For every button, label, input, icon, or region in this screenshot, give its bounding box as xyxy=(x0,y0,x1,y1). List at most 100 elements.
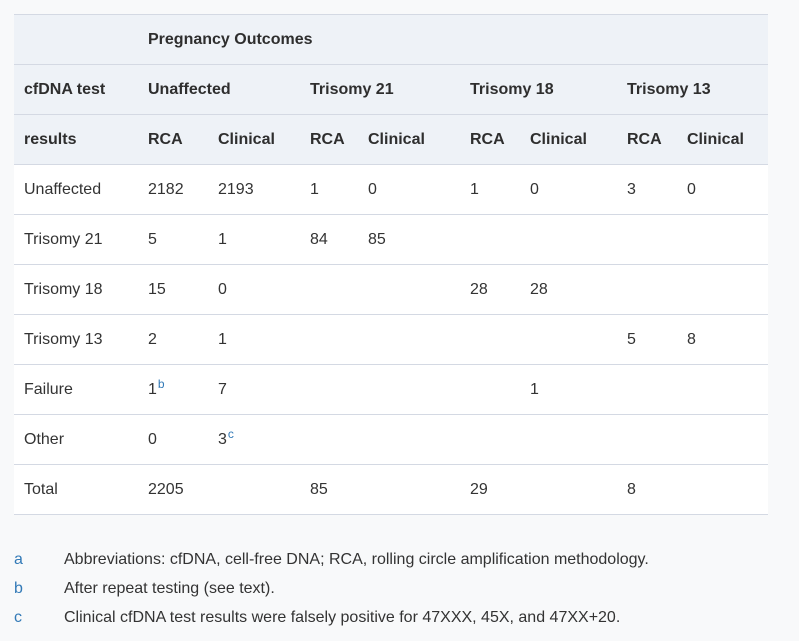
data-cell xyxy=(677,214,768,265)
data-cell: 29 xyxy=(460,464,520,515)
table-row: Failure 1b 7 1 xyxy=(14,364,768,415)
data-cell: 7 xyxy=(208,364,300,415)
data-cell: 8 xyxy=(617,464,677,515)
data-cell: 0 xyxy=(677,164,768,215)
data-cell: 1 xyxy=(208,214,300,265)
data-cell xyxy=(677,464,768,515)
data-cell: 85 xyxy=(358,214,460,265)
subheader-rca: RCA xyxy=(617,114,677,165)
subheader-row: results RCA Clinical RCA Clinical RCA Cl… xyxy=(14,114,768,165)
data-cell: 1 xyxy=(460,164,520,215)
row-label: Trisomy 21 xyxy=(14,214,138,265)
footnote-ref-c[interactable]: c xyxy=(227,426,234,441)
table-title-row: Pregnancy Outcomes xyxy=(14,14,768,65)
data-cell: 1b xyxy=(138,364,208,415)
data-cell: 0 xyxy=(138,414,208,465)
data-cell xyxy=(208,464,300,515)
row-label: Other xyxy=(14,414,138,465)
row-label: Failure xyxy=(14,364,138,415)
data-cell: 0 xyxy=(358,164,460,215)
footnote-text: Clinical cfDNA test results were falsely… xyxy=(64,609,621,626)
row-header-line1: cfDNA test xyxy=(14,64,138,115)
table-row: Trisomy 18 15 0 28 28 xyxy=(14,264,768,315)
data-cell xyxy=(460,314,520,365)
footnote-marker-c[interactable]: c xyxy=(14,609,22,626)
data-cell: 2182 xyxy=(138,164,208,215)
group-header-trisomy-13: Trisomy 13 xyxy=(617,64,768,115)
row-label: Total xyxy=(14,464,138,515)
data-cell xyxy=(617,214,677,265)
table-body: Unaffected 2182 2193 1 0 1 0 3 0 Trisomy 21 5 1 84 85… xyxy=(14,164,768,515)
row-label: Trisomy 13 xyxy=(14,314,138,365)
data-cell xyxy=(300,414,358,465)
data-cell: 28 xyxy=(460,264,520,315)
footnote-marker-a[interactable]: a xyxy=(14,551,23,568)
subheader-clinical: Clinical xyxy=(208,114,300,165)
footnote-a: a Abbreviations: cfDNA, cell-free DNA; R… xyxy=(14,549,794,570)
group-header-trisomy-21: Trisomy 21 xyxy=(300,64,460,115)
subheader-clinical: Clinical xyxy=(358,114,460,165)
table-row: Unaffected 2182 2193 1 0 1 0 3 0 xyxy=(14,164,768,215)
group-header-trisomy-18: Trisomy 18 xyxy=(460,64,617,115)
data-cell xyxy=(460,214,520,265)
data-cell: 5 xyxy=(617,314,677,365)
data-cell: 1 xyxy=(300,164,358,215)
data-cell xyxy=(358,414,460,465)
data-cell xyxy=(300,314,358,365)
footnote-text: Abbreviations: cfDNA, cell-free DNA; RCA… xyxy=(64,551,649,568)
table-header: Pregnancy Outcomes cfDNA test Unaffected… xyxy=(14,14,768,165)
data-cell xyxy=(460,364,520,415)
data-cell xyxy=(358,314,460,365)
data-cell: 1 xyxy=(208,314,300,365)
data-cell xyxy=(617,364,677,415)
data-cell xyxy=(677,414,768,465)
footnote-ref-b[interactable]: b xyxy=(157,376,165,391)
data-cell: 28 xyxy=(520,264,617,315)
data-cell: 3 xyxy=(617,164,677,215)
footnote-text: After repeat testing (see text). xyxy=(64,580,275,597)
data-cell: 0 xyxy=(520,164,617,215)
subheader-rca: RCA xyxy=(138,114,208,165)
data-cell xyxy=(358,464,460,515)
data-cell: 2205 xyxy=(138,464,208,515)
subheader-clinical: Clinical xyxy=(677,114,768,165)
data-cell xyxy=(520,464,617,515)
data-cell: 1 xyxy=(520,364,617,415)
data-cell: 15 xyxy=(138,264,208,315)
data-cell xyxy=(520,414,617,465)
footnotes-section: a Abbreviations: cfDNA, cell-free DNA; R… xyxy=(14,549,794,636)
row-header-line2: results xyxy=(14,114,138,165)
corner-cell xyxy=(14,14,138,65)
table-title: Pregnancy Outcomes xyxy=(138,14,768,65)
data-cell: 0 xyxy=(208,264,300,315)
data-cell xyxy=(677,264,768,315)
table-row: Trisomy 13 2 1 5 8 xyxy=(14,314,768,365)
data-cell xyxy=(617,264,677,315)
footnote-marker-b[interactable]: b xyxy=(14,580,23,597)
data-cell: 85 xyxy=(300,464,358,515)
footnote-c: c Clinical cfDNA test results were false… xyxy=(14,607,794,628)
data-cell xyxy=(358,364,460,415)
data-cell xyxy=(617,414,677,465)
footnote-b: b After repeat testing (see text). xyxy=(14,578,794,599)
table-row: Trisomy 21 5 1 84 85 xyxy=(14,214,768,265)
subheader-rca: RCA xyxy=(460,114,520,165)
table-row: Other 0 3c xyxy=(14,414,768,465)
subheader-rca: RCA xyxy=(300,114,358,165)
outcomes-table: Pregnancy Outcomes cfDNA test Unaffected… xyxy=(14,14,768,515)
group-header-row: cfDNA test Unaffected Trisomy 21 Trisomy… xyxy=(14,64,768,115)
data-cell xyxy=(358,264,460,315)
data-cell xyxy=(460,414,520,465)
table-row: Total 2205 85 29 8 xyxy=(14,464,768,515)
row-label: Trisomy 18 xyxy=(14,264,138,315)
data-cell xyxy=(677,364,768,415)
subheader-clinical: Clinical xyxy=(520,114,617,165)
data-cell: 84 xyxy=(300,214,358,265)
data-cell: 2193 xyxy=(208,164,300,215)
data-cell xyxy=(300,264,358,315)
data-cell: 2 xyxy=(138,314,208,365)
group-header-unaffected: Unaffected xyxy=(138,64,300,115)
data-cell xyxy=(300,364,358,415)
data-cell xyxy=(520,214,617,265)
